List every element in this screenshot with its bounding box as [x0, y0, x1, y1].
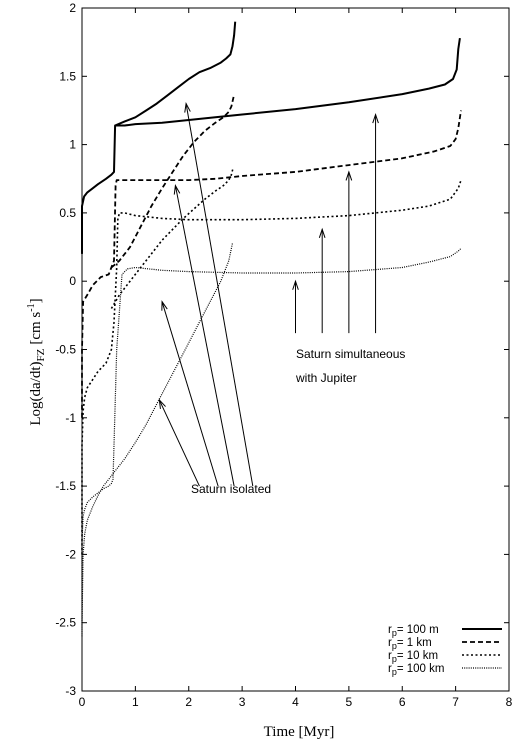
series-line-3	[81, 247, 462, 637]
y-tick-label: -0.5	[55, 343, 76, 357]
y-tick-label: -2	[65, 547, 76, 561]
series-line-0	[81, 37, 461, 254]
annotation-saturn-isolated: Saturn isolated	[191, 482, 271, 496]
y-tick-label: -1	[65, 411, 76, 425]
series-line-1	[81, 110, 462, 418]
arrow-head	[292, 279, 299, 290]
arrow-head	[345, 170, 353, 181]
arrow-head	[158, 398, 166, 410]
legend-label-value: = 100 km	[397, 663, 445, 675]
y-axis-title-main: Log(da/dt)	[28, 361, 44, 425]
x-tick-label: 8	[506, 695, 513, 709]
arrow-head	[173, 184, 181, 195]
legend-label-value: = 100 m	[397, 624, 439, 636]
x-tick-label: 4	[292, 695, 299, 709]
y-axis-title-sub: FZ	[35, 348, 47, 361]
x-tick-label: 3	[239, 695, 246, 709]
x-axis-title: Time [Myr]	[264, 724, 335, 740]
annotation-arrow	[185, 103, 254, 487]
legend-label-value: = 1 km	[397, 637, 432, 649]
legend-label-value: = 10 km	[397, 650, 438, 662]
series-line-2	[81, 179, 462, 555]
annotation-saturn-simultaneous: Saturn simultaneous	[296, 347, 405, 361]
y-tick-label: -2.5	[55, 616, 76, 630]
legend-label-sub: p	[392, 654, 397, 664]
y-tick-label: -3	[65, 684, 76, 698]
legend-label-sub: p	[392, 641, 397, 651]
y-tick-label: 1	[69, 138, 76, 152]
axis-ticks: 0 1 2 3 4 5 6 7 8 -3 -2.5 -2 -1.5 -1 -0.5 0 0.5 1 1.5 2	[55, 1, 512, 709]
series-line-6	[110, 167, 234, 309]
legend-label-prefix: r	[388, 624, 392, 636]
annotation-with-jupiter: with Jupiter	[295, 371, 357, 385]
y-axis-title-unit: [cm s	[28, 312, 44, 345]
arrow-head	[372, 112, 379, 124]
y-tick-label: 0	[69, 274, 76, 288]
x-tick-label: 7	[452, 695, 459, 709]
legend-label: rp= 100 m	[388, 624, 439, 638]
series-line-7	[81, 242, 234, 623]
annotation-arrows	[158, 102, 379, 487]
series-line-5	[110, 96, 235, 269]
series-layer	[81, 21, 462, 637]
annotation-arrow	[158, 399, 200, 487]
legend-label-prefix: r	[388, 663, 392, 675]
y-tick-label: 0.5	[59, 206, 76, 220]
annotation-arrow	[174, 185, 235, 487]
y-axis-title-close: ]	[28, 298, 44, 303]
legend-label: rp= 10 km	[388, 650, 438, 664]
legend-label-prefix: r	[388, 650, 392, 662]
x-tick-label: 5	[346, 695, 353, 709]
legend-label: rp= 1 km	[388, 637, 432, 651]
arrow-head	[161, 300, 168, 311]
x-tick-label: 2	[185, 695, 192, 709]
y-tick-label: -1.5	[55, 479, 76, 493]
x-tick-label: 1	[132, 695, 139, 709]
y-axis-title-exp: -1	[26, 303, 37, 311]
y-tick-label: 2	[69, 1, 76, 15]
x-tick-label: 6	[399, 695, 406, 709]
legend-label-prefix: r	[388, 637, 392, 649]
x-tick-label: 0	[79, 695, 86, 709]
legend-label-sub: p	[392, 628, 397, 638]
annotation-arrow	[161, 301, 219, 487]
y-tick-label: 1.5	[59, 69, 76, 83]
series-line-4	[114, 21, 237, 127]
legend-label-sub: p	[392, 667, 397, 677]
legend-label: rp= 100 km	[388, 663, 444, 677]
arrow-head	[184, 102, 191, 113]
arrow-head	[318, 227, 326, 238]
y-axis-title: Log(da/dt)FZ [cm s-1]	[26, 298, 47, 425]
